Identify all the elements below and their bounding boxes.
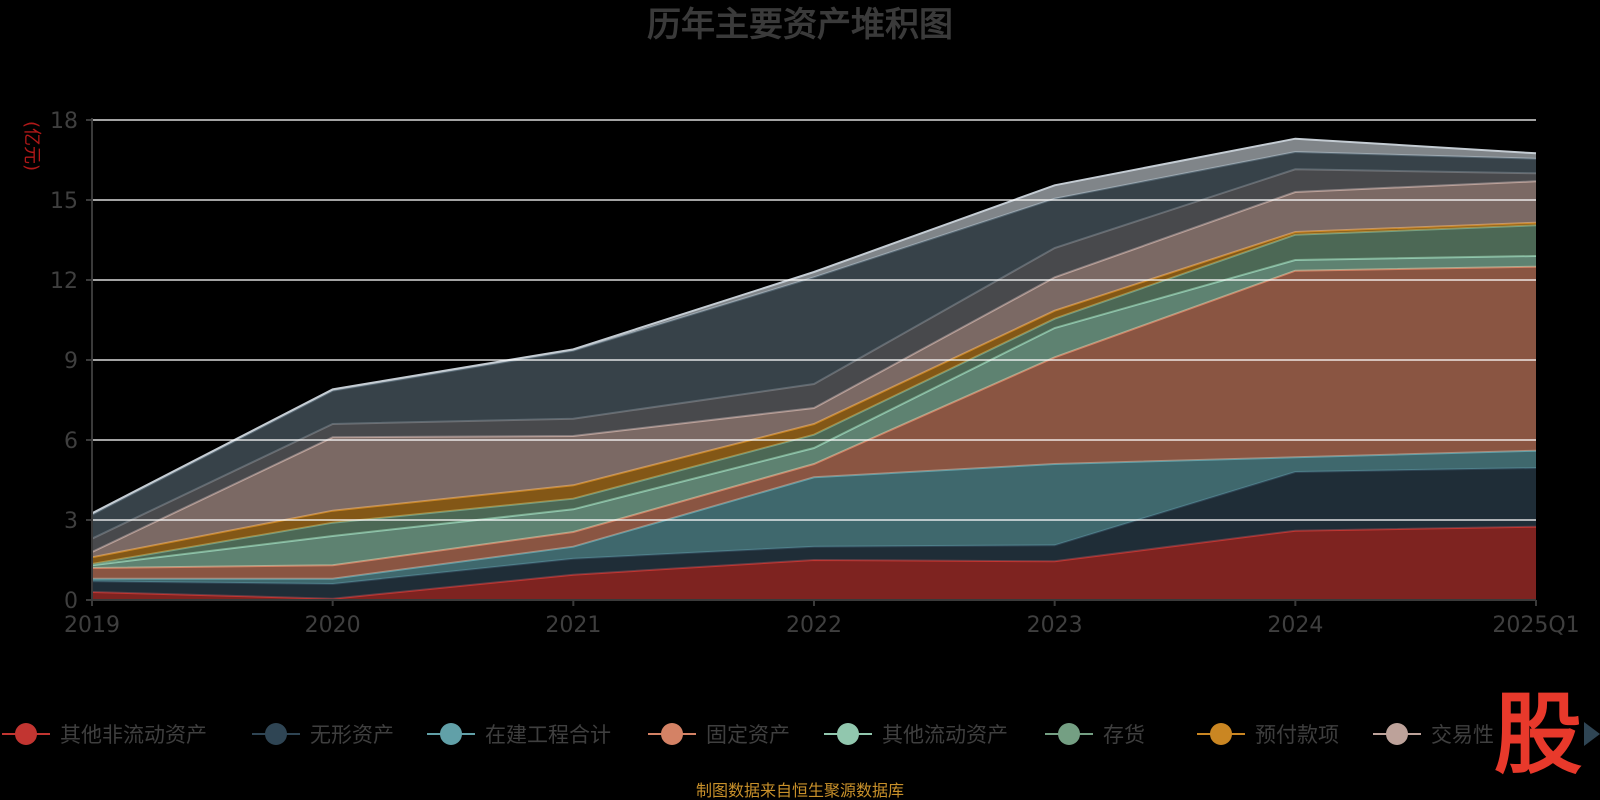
logo: 股: [1494, 683, 1582, 786]
x-tick-labels: 2019 2020 2021 2022 2023 2024 2025Q1: [64, 613, 1580, 638]
legend-label-6: 预付款项: [1255, 723, 1339, 747]
legend-marker-1: [265, 723, 287, 745]
source-note: 制图数据来自恒生聚源数据库: [696, 781, 904, 800]
legend-label-3: 固定资产: [706, 723, 790, 747]
x-tick-label-3: 2022: [786, 613, 842, 638]
area-layers: [91, 137, 1537, 600]
area-series-3: [92, 266, 1536, 579]
legend-marker-6: [1210, 723, 1232, 745]
area-series-0: [92, 526, 1536, 600]
area-series-2: [92, 450, 1536, 584]
logo-character: 股: [1494, 683, 1582, 786]
chart-title: 历年主要资产堆积图: [647, 5, 953, 45]
legend-marker-5: [1058, 723, 1080, 745]
y-tick-label-0: 0: [64, 589, 78, 614]
x-tick-label-0: 2019: [64, 613, 120, 638]
legend-marker-7: [1386, 723, 1408, 745]
series-line-10: [91, 137, 1537, 515]
y-tick-label-3: 3: [64, 509, 78, 534]
legend-next-triangle-right-icon[interactable]: [1584, 722, 1600, 746]
legend-label-7: 交易性: [1431, 723, 1494, 747]
legend-marker-3: [661, 723, 683, 745]
y-axis-label: (亿元): [21, 121, 42, 171]
legend: 其他非流动资产 无形资产 在建工程合计 固定资产 其他流动资产 存货 预付款项 交易性: [2, 723, 1494, 747]
axes: [86, 118, 1537, 606]
legend-marker-4: [837, 723, 859, 745]
area-series-1: [92, 468, 1536, 599]
y-tick-label-15: 15: [50, 189, 78, 214]
x-tick-label-5: 2024: [1267, 613, 1323, 638]
y-tick-label-9: 9: [64, 349, 78, 374]
area-series-9: [92, 152, 1536, 539]
x-tick-label-2: 2021: [545, 613, 601, 638]
x-tick-label-1: 2020: [305, 613, 361, 638]
gridlines: [92, 119, 1536, 521]
legend-label-5: 存货: [1103, 723, 1145, 747]
legend-label-4: 其他流动资产: [882, 723, 1008, 747]
legend-marker-2: [440, 723, 462, 745]
x-tick-label-6: 2025Q1: [1492, 613, 1579, 638]
y-tick-label-6: 6: [64, 429, 78, 454]
legend-label-2: 在建工程合计: [485, 723, 611, 747]
y-tick-label-18: 18: [50, 109, 78, 134]
legend-label-0: 其他非流动资产: [60, 723, 207, 747]
y-tick-labels: 0 3 6 9 12 15 18: [50, 109, 78, 614]
x-tick-label-4: 2023: [1027, 613, 1083, 638]
y-tick-label-12: 12: [50, 269, 78, 294]
area-series-7: [92, 181, 1536, 558]
legend-marker-0: [15, 723, 37, 745]
legend-label-1: 无形资产: [310, 723, 394, 747]
